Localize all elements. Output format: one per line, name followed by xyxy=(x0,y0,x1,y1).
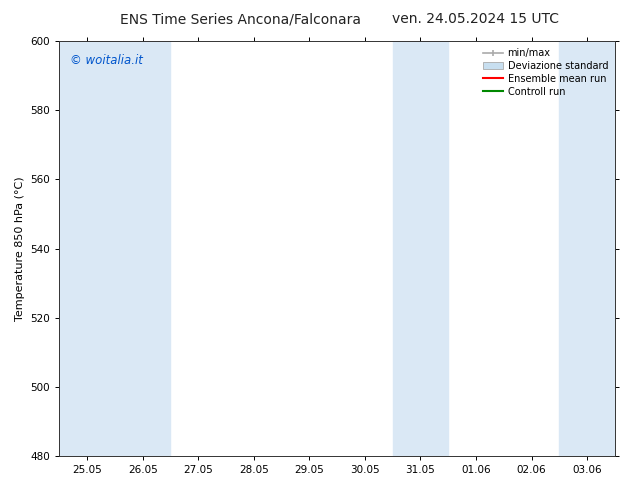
Bar xyxy=(559,41,615,456)
Text: ENS Time Series Ancona/Falconara: ENS Time Series Ancona/Falconara xyxy=(120,12,361,26)
Legend: min/max, Deviazione standard, Ensemble mean run, Controll run: min/max, Deviazione standard, Ensemble m… xyxy=(479,44,612,100)
Text: © woitalia.it: © woitalia.it xyxy=(70,54,143,67)
Y-axis label: Temperature 850 hPa (°C): Temperature 850 hPa (°C) xyxy=(15,176,25,321)
Bar xyxy=(60,41,171,456)
Bar xyxy=(392,41,448,456)
Text: ven. 24.05.2024 15 UTC: ven. 24.05.2024 15 UTC xyxy=(392,12,559,26)
